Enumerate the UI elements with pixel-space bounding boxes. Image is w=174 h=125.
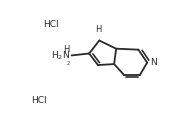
- Text: N: N: [150, 58, 157, 67]
- Text: H$_2$N: H$_2$N: [51, 49, 70, 62]
- Text: $_2$: $_2$: [66, 59, 71, 68]
- Text: H: H: [63, 44, 70, 54]
- Text: HCl: HCl: [31, 96, 47, 105]
- Text: HCl: HCl: [43, 20, 59, 29]
- Text: H: H: [95, 25, 101, 34]
